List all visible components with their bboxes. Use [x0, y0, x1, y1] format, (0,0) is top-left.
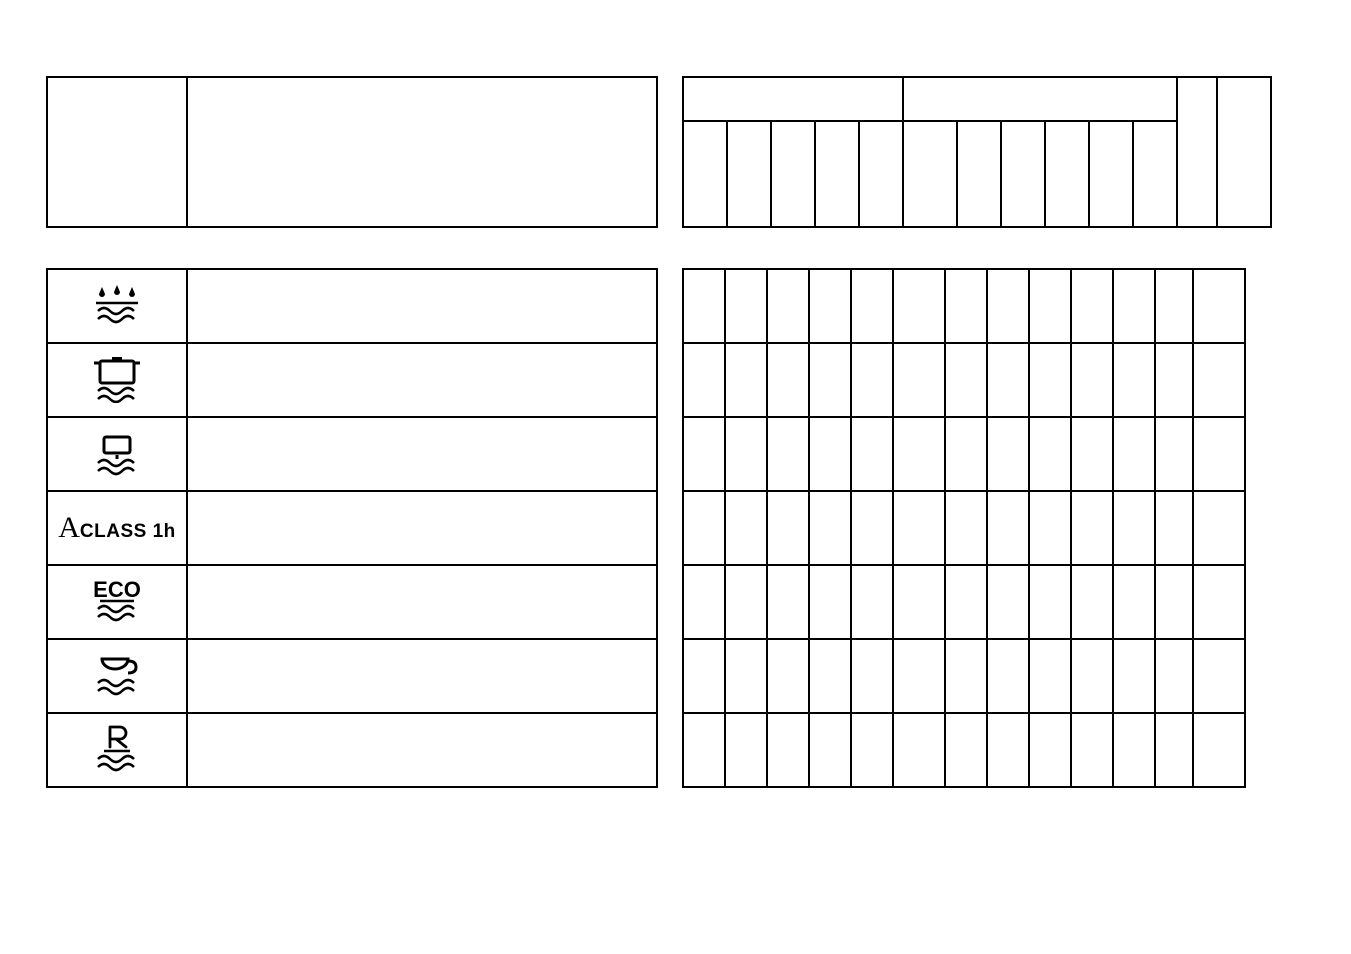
aclass-a-letter: A [58, 511, 80, 544]
program-1-symbol [47, 269, 187, 343]
header-symbol-cell [47, 77, 187, 227]
header-sub-7 [957, 121, 1001, 227]
eco-icon: ECO [72, 575, 162, 625]
header-desc-cell [187, 77, 657, 227]
header-sub-2 [727, 121, 771, 227]
header-sub-9 [1045, 121, 1089, 227]
page-root: ACLASS 1h ECO [0, 0, 1351, 954]
program-7-desc [187, 713, 657, 787]
programs-right-body [683, 269, 1245, 787]
program-4-desc [187, 491, 657, 565]
header-col-12 [1177, 77, 1217, 227]
prewash-icon [72, 279, 162, 329]
rapid-icon [72, 723, 162, 773]
header-right-table [682, 76, 1272, 228]
intensive-icon [72, 353, 162, 403]
programs-left-table: ACLASS 1h ECO [46, 268, 658, 788]
program-1-desc [187, 269, 657, 343]
program-5-symbol: ECO [47, 565, 187, 639]
program-6-desc [187, 639, 657, 713]
program-2-desc [187, 343, 657, 417]
program-7-symbol [47, 713, 187, 787]
header-sub-3 [771, 121, 815, 227]
header-group-1 [683, 77, 903, 121]
program-5-desc [187, 565, 657, 639]
header-left-table [46, 76, 658, 228]
header-sub-10 [1089, 121, 1133, 227]
universal-icon [72, 427, 162, 477]
header-sub-8 [1001, 121, 1045, 227]
aclass-rest: CLASS 1h [80, 521, 176, 542]
program-6-symbol [47, 639, 187, 713]
header-sub-1 [683, 121, 727, 227]
program-3-desc [187, 417, 657, 491]
program-3-symbol [47, 417, 187, 491]
program-4-symbol: ACLASS 1h [47, 491, 187, 565]
eco-text: ECO [93, 577, 141, 602]
header-col-13 [1217, 77, 1271, 227]
delicate-icon [72, 649, 162, 699]
header-sub-5 [859, 121, 903, 227]
header-sub-4 [815, 121, 859, 227]
header-sub-11 [1133, 121, 1177, 227]
header-sub-6 [903, 121, 957, 227]
programs-right-table [682, 268, 1246, 788]
header-group-2 [903, 77, 1177, 121]
program-2-symbol [47, 343, 187, 417]
